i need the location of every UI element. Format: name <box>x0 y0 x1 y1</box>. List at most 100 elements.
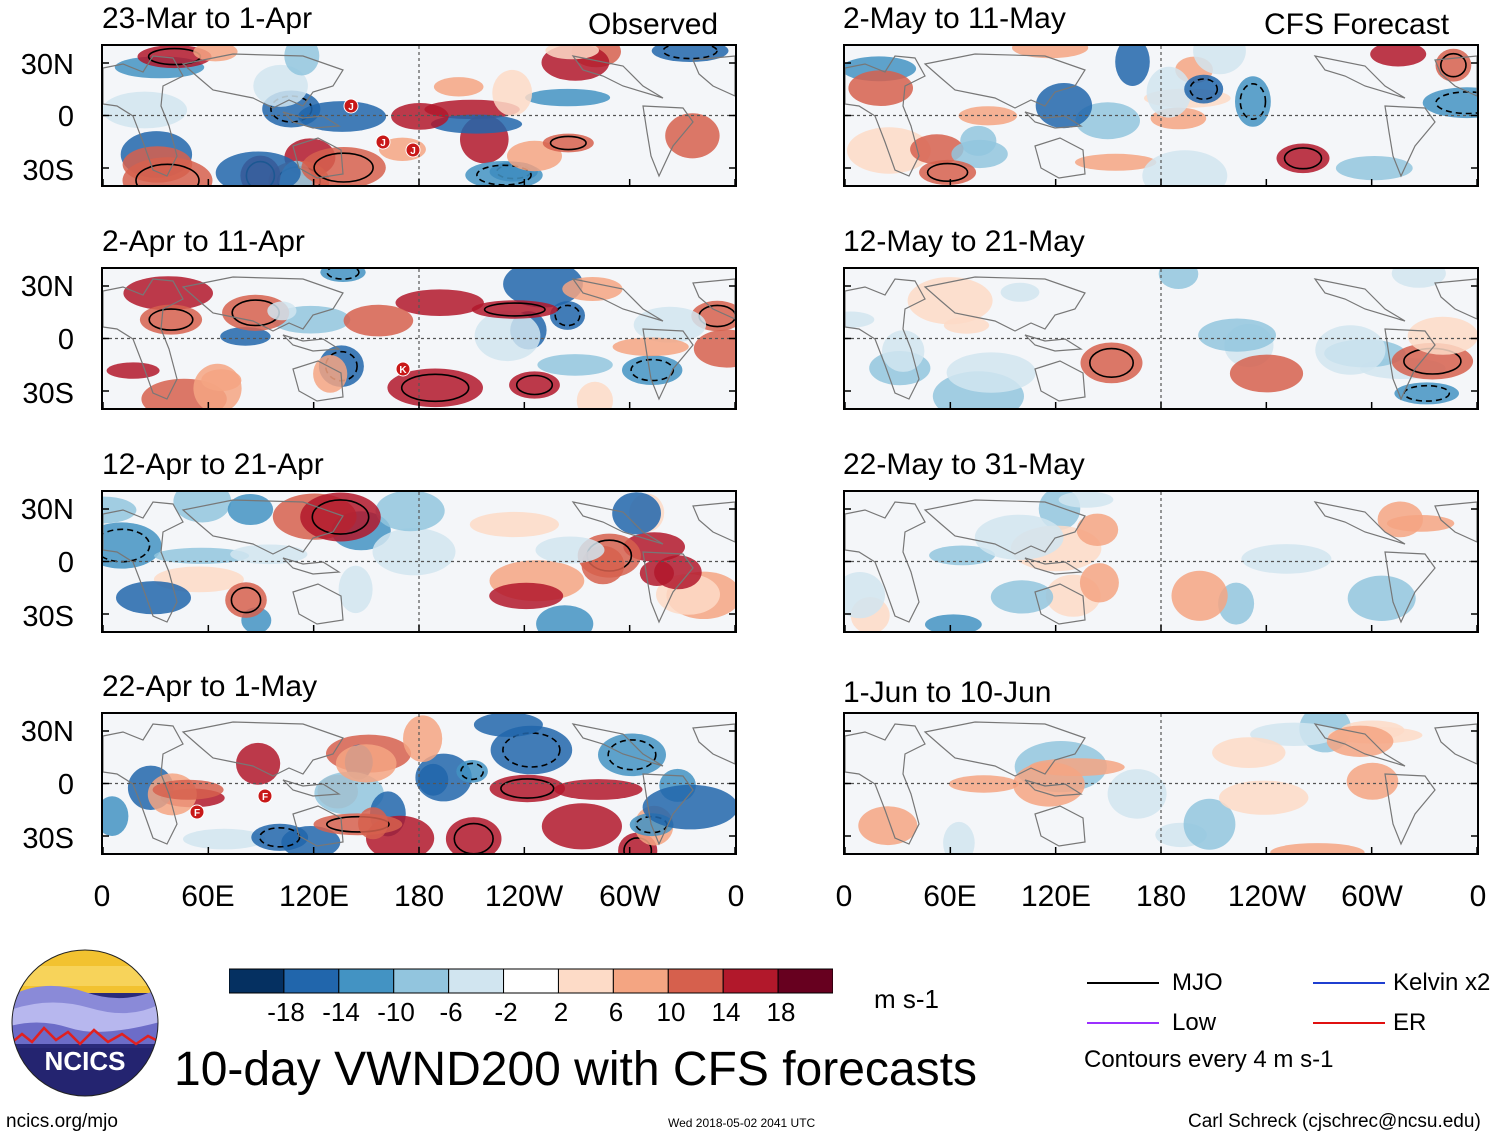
colorbar-label: 18 <box>766 997 796 1027</box>
anomaly-blob <box>974 514 1064 560</box>
panel-title-fc-1: 2-May to 11-May <box>843 2 1066 35</box>
coastline <box>103 55 184 177</box>
anomaly-blob <box>1219 780 1309 815</box>
anomaly-blob <box>314 771 384 815</box>
colorbar-label: -2 <box>494 997 518 1027</box>
anomaly-blob <box>415 753 472 802</box>
anomaly-blob <box>1407 316 1477 355</box>
anomaly-blob <box>469 511 559 538</box>
anomaly-blob <box>1075 153 1157 171</box>
colorbar-swatch <box>448 968 505 994</box>
colorbar-swatch <box>228 968 285 994</box>
anomaly-blob <box>1326 725 1394 757</box>
mjo-contour <box>502 732 561 768</box>
anomaly-blob <box>612 337 689 357</box>
footer-credit: Carl Schreck (cjschrec@ncsu.edu) <box>1188 1111 1481 1132</box>
storm-label: F <box>262 792 268 803</box>
mjo-contour <box>259 827 301 848</box>
map-canvas: FF <box>103 714 735 853</box>
coastline <box>1024 779 1083 797</box>
anomaly-blob <box>562 277 623 301</box>
footer-url[interactable]: ncics.org/mjo <box>6 1111 118 1132</box>
x-tick: 60W <box>1341 880 1403 913</box>
x-tick: 0 <box>1469 880 1487 913</box>
legend-label-kelvin: Kelvin x2 <box>1393 969 1491 996</box>
map-panel-obs-1: J J J <box>101 44 737 187</box>
x-tick: 120E <box>1020 880 1092 913</box>
coastline <box>1313 55 1406 99</box>
mjo-contour <box>230 586 262 614</box>
panel-title-fc-3: 22-May to 31-May <box>843 448 1085 481</box>
anomaly-blob <box>253 64 308 107</box>
anomaly-blob <box>103 496 137 524</box>
anomaly-blob <box>845 572 885 619</box>
anomaly-blob <box>1346 762 1399 800</box>
coastline <box>103 278 184 400</box>
coastline <box>1384 773 1436 846</box>
coastline <box>692 55 735 97</box>
x-tick: 60E <box>181 880 235 913</box>
colorbar-label: -10 <box>377 997 415 1027</box>
anomaly-blob <box>301 147 386 185</box>
coastline <box>1434 723 1477 765</box>
anomaly-blob <box>537 354 613 376</box>
colorbar-label: -18 <box>267 997 305 1027</box>
legend-note: Contours every 4 m s-1 <box>1084 1046 1334 1073</box>
anomaly-blob <box>907 277 993 325</box>
anomaly-blob <box>1115 46 1150 86</box>
anomaly-blob <box>358 807 389 840</box>
colorbar-swatches <box>228 968 834 994</box>
y-tick-30s: 30S <box>22 823 74 855</box>
anomaly-blob <box>445 817 502 853</box>
mjo-contour <box>515 374 554 396</box>
anomaly-blob <box>116 581 191 615</box>
anomaly-blob <box>1335 156 1413 181</box>
anomaly-blob <box>284 46 320 76</box>
anomaly-blob <box>845 311 875 328</box>
coastline <box>1313 501 1406 545</box>
anomaly-blob <box>951 139 1008 169</box>
x-tick: 60W <box>599 880 661 913</box>
mjo-contour <box>1089 347 1135 378</box>
coastline <box>181 721 344 777</box>
mjo-contour <box>476 164 532 185</box>
anomaly-blob <box>925 614 982 631</box>
coastline <box>292 583 344 625</box>
anomaly-blob <box>910 134 964 165</box>
anomaly-blob <box>665 113 720 159</box>
anomaly-blob <box>612 492 661 535</box>
anomaly-blob <box>103 91 188 129</box>
anomaly-blob <box>1315 325 1386 375</box>
x-tick: 120W <box>1227 880 1307 913</box>
colorbar-swatch <box>393 968 450 994</box>
anomaly-blob <box>106 362 160 379</box>
legend-label-mjo: MJO <box>1172 969 1223 996</box>
mjo-contour <box>148 308 194 331</box>
anomaly-blob <box>535 536 605 564</box>
map-canvas <box>845 714 1477 853</box>
coastline <box>642 105 694 178</box>
anomaly-blob <box>541 803 622 850</box>
anomaly-blob <box>639 560 675 586</box>
anomaly-blob <box>651 46 729 62</box>
storm-label: F <box>194 808 200 819</box>
anomaly-blob <box>1058 492 1114 508</box>
anomaly-blob <box>391 103 449 130</box>
map-panel-obs-2: K <box>101 267 737 410</box>
chart-title: 10-day VWND200 with CFS forecasts <box>174 1043 977 1096</box>
legend-swatch-low <box>1087 1022 1159 1024</box>
anomaly-blob <box>1146 66 1192 118</box>
colorbar-label: -6 <box>439 997 463 1027</box>
anomaly-blob <box>473 714 543 737</box>
coastline <box>181 276 344 332</box>
anomaly-blob <box>1347 575 1416 621</box>
coastline <box>923 53 1086 109</box>
mjo-contour <box>313 152 374 183</box>
map-canvas <box>103 492 735 631</box>
coastline <box>923 499 1086 555</box>
colorbar-swatch <box>283 968 340 994</box>
anomaly-blob <box>489 582 564 610</box>
mjo-contour <box>135 163 200 185</box>
map-panel-fc-2 <box>843 267 1479 410</box>
